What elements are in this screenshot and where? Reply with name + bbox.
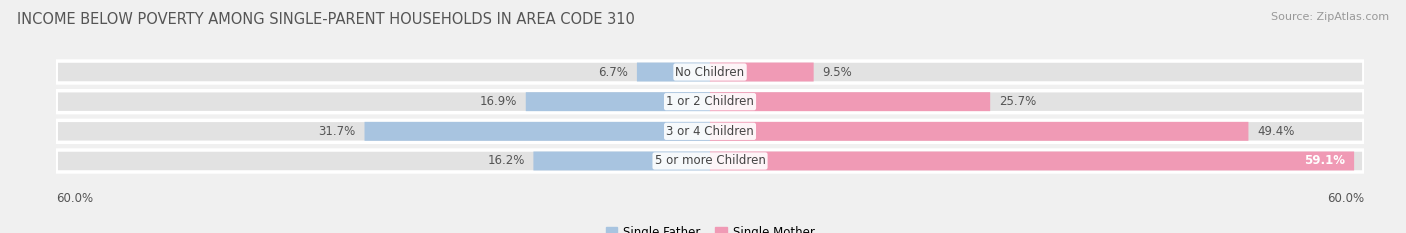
FancyBboxPatch shape [56, 91, 1364, 113]
FancyBboxPatch shape [710, 151, 1354, 171]
FancyBboxPatch shape [364, 122, 710, 141]
Text: 49.4%: 49.4% [1257, 125, 1295, 138]
Text: 16.2%: 16.2% [488, 154, 524, 168]
FancyBboxPatch shape [56, 61, 1364, 83]
Text: Source: ZipAtlas.com: Source: ZipAtlas.com [1271, 12, 1389, 22]
Text: 31.7%: 31.7% [319, 125, 356, 138]
FancyBboxPatch shape [637, 62, 710, 82]
Text: 9.5%: 9.5% [823, 65, 852, 79]
Text: 25.7%: 25.7% [998, 95, 1036, 108]
Legend: Single Father, Single Mother: Single Father, Single Mother [600, 221, 820, 233]
Text: 59.1%: 59.1% [1305, 154, 1346, 168]
FancyBboxPatch shape [710, 62, 814, 82]
FancyBboxPatch shape [526, 92, 710, 111]
FancyBboxPatch shape [56, 120, 1364, 142]
Text: 5 or more Children: 5 or more Children [655, 154, 765, 168]
Text: 60.0%: 60.0% [1327, 192, 1364, 205]
Text: 60.0%: 60.0% [56, 192, 93, 205]
FancyBboxPatch shape [56, 150, 1364, 172]
Text: 16.9%: 16.9% [479, 95, 517, 108]
FancyBboxPatch shape [533, 151, 710, 171]
Text: 3 or 4 Children: 3 or 4 Children [666, 125, 754, 138]
Text: 6.7%: 6.7% [599, 65, 628, 79]
FancyBboxPatch shape [710, 92, 990, 111]
FancyBboxPatch shape [710, 122, 1249, 141]
Text: 1 or 2 Children: 1 or 2 Children [666, 95, 754, 108]
Text: INCOME BELOW POVERTY AMONG SINGLE-PARENT HOUSEHOLDS IN AREA CODE 310: INCOME BELOW POVERTY AMONG SINGLE-PARENT… [17, 12, 634, 27]
Text: No Children: No Children [675, 65, 745, 79]
